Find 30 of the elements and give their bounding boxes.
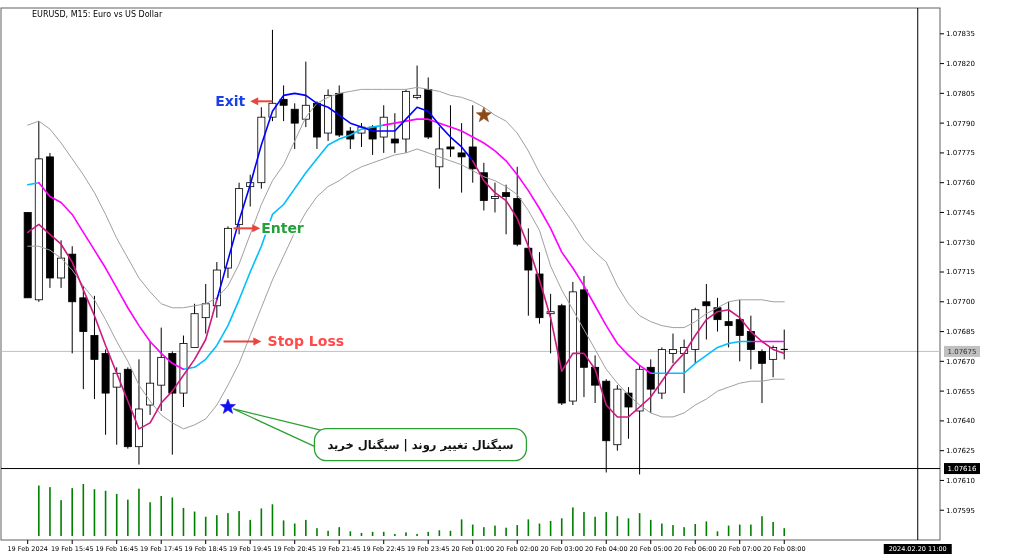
candlestick [702,283,711,341]
chart-title: EURUSD, M15: Euro vs US Dollar [32,10,163,19]
line-series [27,86,785,329]
candlestick [57,239,66,289]
candlestick [646,358,655,414]
candlestick [90,295,99,400]
candlestick [758,348,766,404]
candlestick [413,65,422,100]
candlestick [290,102,299,150]
candlestick [435,126,444,190]
candlestick [491,182,499,213]
candlestick [735,299,744,362]
candlestick [146,340,155,416]
candlestick [546,293,555,354]
candlestick [279,84,288,122]
candlestick [457,122,466,194]
annotation: سیگنال تغییر روند | سیگنال خرید [327,438,514,454]
candlestick [201,283,210,335]
annotation: Stop Loss [267,332,345,349]
candlestick [446,104,455,158]
candlestick [746,315,755,370]
candlestick [669,333,677,364]
candlestick [524,227,533,317]
candlestick [390,112,399,154]
candlestick [112,366,121,446]
annotation: Exit [215,92,246,109]
candlestick [624,386,633,440]
candlestick [724,301,733,348]
candlestick [502,184,511,235]
candlestick [301,61,310,128]
